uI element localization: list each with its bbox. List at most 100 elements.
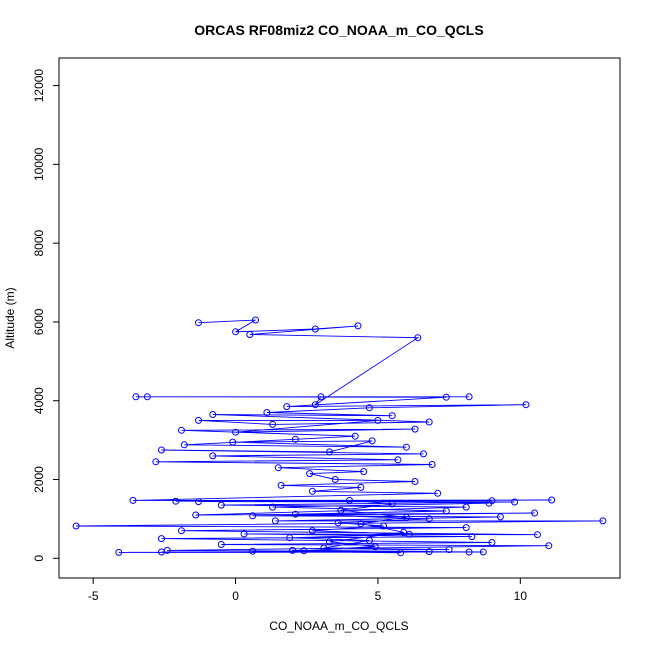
y-axis: 0 2000 4000 6000 8000 10000 12000	[32, 69, 60, 562]
data-point	[308, 527, 316, 535]
data-point	[283, 403, 291, 411]
data-point	[365, 537, 373, 545]
y-tick-label: 4000	[32, 387, 46, 414]
data-point	[240, 530, 248, 538]
data-point	[425, 548, 433, 556]
data-point	[306, 470, 314, 478]
data-point	[357, 520, 365, 528]
data-point	[397, 549, 405, 557]
data-point	[331, 476, 339, 483]
data-point	[346, 496, 353, 504]
data-point	[465, 393, 473, 401]
y-axis-label: Altitude (m)	[3, 287, 17, 348]
series-layer	[72, 316, 607, 557]
data-point	[388, 412, 396, 420]
data-point	[209, 411, 217, 418]
x-tick-label: -5	[88, 589, 99, 603]
data-point	[180, 441, 188, 449]
data-point	[308, 487, 316, 495]
data-point	[468, 533, 476, 541]
data-point	[209, 452, 217, 460]
data-point	[402, 513, 410, 521]
data-point	[371, 543, 379, 550]
data-point	[485, 499, 493, 507]
data-point	[195, 498, 202, 506]
data-point	[425, 418, 433, 426]
data-point	[143, 393, 151, 401]
data-point	[286, 534, 294, 542]
data-point	[158, 548, 165, 556]
data-point	[246, 331, 254, 338]
data-point	[402, 443, 410, 451]
data-point	[326, 448, 333, 456]
data-point	[289, 546, 296, 554]
data-point	[195, 319, 202, 327]
data-point	[411, 478, 419, 485]
data-point	[291, 435, 299, 443]
data-point	[420, 450, 427, 458]
data-point	[291, 510, 299, 518]
data-point	[428, 461, 436, 468]
data-point	[365, 404, 373, 412]
data-point	[434, 489, 442, 497]
data-point	[374, 416, 382, 424]
data-point	[192, 511, 200, 519]
data-point	[158, 446, 165, 454]
data-point	[72, 522, 80, 530]
data-point	[277, 481, 285, 489]
y-tick-label: 6000	[32, 308, 46, 335]
data-point	[129, 496, 137, 504]
y-tick-label: 0	[32, 555, 46, 562]
data-point	[599, 517, 607, 525]
data-point	[249, 547, 257, 555]
data-point	[425, 515, 433, 523]
data-point	[394, 456, 402, 464]
data-point	[531, 509, 539, 517]
data-point	[462, 503, 470, 511]
x-axis: -5 0 5 10	[88, 577, 527, 603]
data-point	[311, 401, 319, 409]
data-point	[132, 393, 140, 401]
x-tick-label: 5	[375, 589, 382, 603]
data-point	[178, 527, 185, 535]
data-point	[400, 528, 408, 536]
data-point	[465, 548, 473, 556]
data-point	[442, 507, 450, 515]
data-point	[445, 546, 453, 554]
data-point	[442, 393, 450, 401]
data-point	[271, 517, 279, 525]
data-point	[269, 420, 277, 428]
data-point	[414, 334, 422, 342]
data-point	[380, 522, 388, 530]
data-point	[357, 483, 365, 491]
data-point	[462, 524, 470, 532]
data-point	[548, 496, 556, 504]
data-point	[229, 438, 237, 446]
data-point	[368, 437, 376, 445]
data-point	[152, 458, 160, 466]
data-point	[263, 409, 271, 416]
y-tick-label: 8000	[32, 229, 46, 256]
data-point	[311, 325, 319, 333]
data-point	[269, 503, 277, 511]
data-point	[488, 539, 496, 546]
data-point	[274, 464, 282, 472]
data-point	[217, 541, 225, 548]
data-point	[195, 416, 202, 424]
y-tick-label: 2000	[32, 466, 46, 493]
data-point	[337, 506, 345, 514]
data-point	[351, 432, 359, 440]
y-tick-label: 10000	[32, 147, 46, 181]
data-point	[158, 535, 165, 543]
data-point	[300, 547, 308, 555]
data-point	[354, 322, 362, 330]
data-point	[545, 542, 553, 550]
data-point	[496, 513, 504, 521]
data-point	[317, 393, 325, 401]
data-point	[511, 498, 519, 506]
data-point	[479, 548, 487, 556]
data-point	[533, 531, 541, 539]
